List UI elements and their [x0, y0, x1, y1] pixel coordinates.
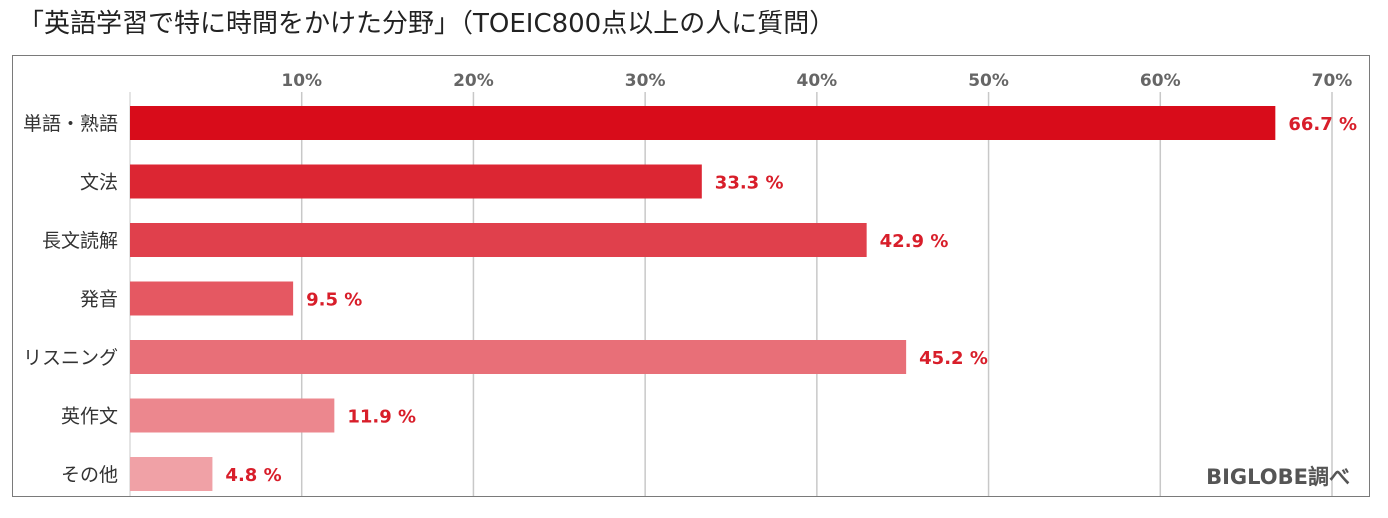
bar	[130, 223, 867, 257]
x-tick-label: 30%	[625, 71, 666, 91]
x-tick-label: 40%	[797, 71, 838, 91]
category-label: 英作文	[61, 406, 118, 428]
category-label: その他	[61, 464, 118, 486]
data-label: 11.9 %	[347, 407, 416, 428]
category-label: リスニング	[23, 347, 118, 369]
source-label: BIGLOBE調べ	[1206, 465, 1350, 489]
x-tick-label: 70%	[1312, 71, 1353, 91]
x-tick-label: 20%	[453, 71, 494, 91]
chart-title: 「英語学習で特に時間をかけた分野」（TOEIC800点以上の人に質問）	[18, 9, 836, 39]
data-label: 9.5 %	[306, 290, 362, 311]
x-tick-label: 50%	[968, 71, 1009, 91]
data-label: 33.3 %	[715, 173, 784, 194]
bar	[130, 164, 702, 199]
bar	[130, 457, 213, 491]
data-label: 4.8 %	[225, 465, 281, 486]
bar	[130, 281, 294, 316]
category-label: 文法	[80, 172, 118, 194]
bar	[130, 340, 907, 374]
category-label: 発音	[80, 289, 118, 311]
x-tick-label: 60%	[1140, 71, 1181, 91]
data-label: 45.2 %	[919, 348, 988, 369]
category-label: 単語・熟語	[23, 113, 118, 135]
category-label: 長文読解	[42, 230, 118, 252]
x-tick-label: 10%	[281, 71, 322, 91]
bar	[130, 398, 335, 433]
data-label: 66.7 %	[1288, 114, 1357, 135]
bar	[130, 106, 1276, 140]
data-label: 42.9 %	[880, 231, 949, 252]
